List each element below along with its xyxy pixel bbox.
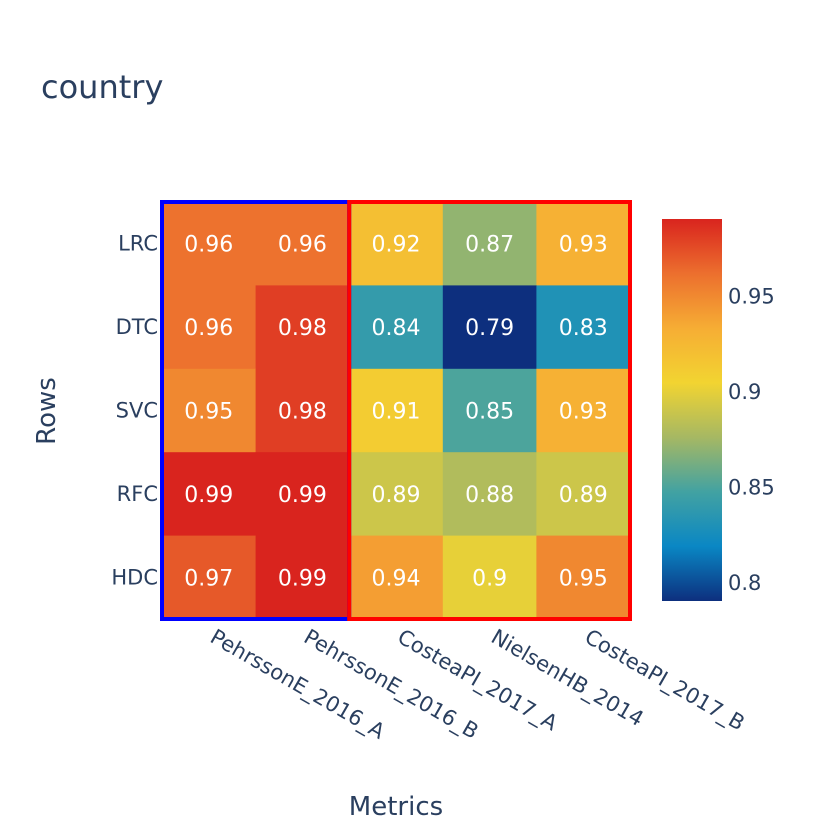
x-axis-title: Metrics <box>349 792 443 822</box>
cell-value-label: 0.95 <box>559 566 608 591</box>
y-tick-label: DTC <box>116 315 158 339</box>
cell-value-label: 0.99 <box>278 566 327 591</box>
heatmap-cell <box>162 285 257 370</box>
heatmap-cell <box>349 535 444 620</box>
colorbar-tick-labels: 0.8 0.85 0.9 0.95 <box>728 284 775 595</box>
colorbar-tick-label: 0.8 <box>728 571 761 595</box>
colorbar-tick-label: 0.9 <box>728 380 761 404</box>
heatmap-cell <box>255 452 350 537</box>
heatmap-cell <box>255 285 350 370</box>
y-tick-label: HDC <box>111 565 158 589</box>
cell-value-label: 0.93 <box>559 233 608 258</box>
cell-value-label: 0.96 <box>184 233 233 258</box>
heatmap-cell <box>349 202 444 286</box>
cell-value-label: 0.87 <box>465 233 514 258</box>
cell-value-label: 0.98 <box>278 400 327 425</box>
cell-value-label: 0.99 <box>278 483 327 508</box>
highlight-boxes <box>160 200 632 621</box>
x-tick-label: NielsenHB_2014 <box>487 625 648 732</box>
heatmap-cell <box>349 368 444 453</box>
heatmap-cell <box>255 202 350 286</box>
chart-title: country <box>41 68 164 106</box>
cell-value-label: 0.84 <box>372 316 421 341</box>
heatmap-cell <box>349 285 444 370</box>
cell-value-label: 0.79 <box>465 316 514 341</box>
heatmap-cell <box>162 368 257 453</box>
heatmap-cell <box>536 535 631 620</box>
heatmap-cell <box>349 452 444 537</box>
cell-value-label: 0.83 <box>559 316 608 341</box>
heatmap-cell <box>255 368 350 453</box>
cell-value-label: 0.91 <box>372 400 421 425</box>
heatmap-cell <box>162 452 257 537</box>
heatmap-cell <box>442 285 537 370</box>
heatmap-cells: 0.96 0.96 0.92 0.87 0.93 0.96 0.98 0.84 0.79 0.83… <box>162 202 631 620</box>
colorbar-tick-label: 0.85 <box>728 475 775 499</box>
cell-value-label: 0.85 <box>465 400 514 425</box>
cell-value-label: 0.96 <box>278 233 327 258</box>
heatmap-cell <box>536 285 631 370</box>
y-axis-title: Rows <box>32 377 62 445</box>
heatmap-cell <box>255 535 350 620</box>
cell-value-label: 0.97 <box>184 566 233 591</box>
cell-value-label: 0.96 <box>184 316 233 341</box>
x-tick-label: PehrssonE_2016_B <box>299 625 482 745</box>
heatmap-cell <box>536 452 631 537</box>
cell-value-label: 0.89 <box>372 483 421 508</box>
cell-value-label: 0.88 <box>465 483 514 508</box>
colorbar-tick-label: 0.95 <box>728 284 775 308</box>
heatmap-cell <box>536 368 631 453</box>
cell-value-label: 0.9 <box>472 566 507 591</box>
cell-value-label: 0.93 <box>559 400 608 425</box>
cell-value-label: 0.92 <box>372 233 421 258</box>
y-tick-label: RFC <box>117 482 158 506</box>
y-tick-label: SVC <box>116 399 158 423</box>
heatmap-cell <box>536 202 631 286</box>
cell-value-label: 0.89 <box>559 483 608 508</box>
x-tick-label: PehrssonE_2016_A <box>206 625 390 745</box>
heatmap-cell <box>442 535 537 620</box>
cell-value-label: 0.99 <box>184 483 233 508</box>
y-tick-label: LRC <box>118 232 158 256</box>
cell-value-label: 0.94 <box>372 566 421 591</box>
x-tick-label: CosteaPI_2017_B <box>580 625 749 737</box>
colorbar <box>662 219 722 601</box>
y-tick-labels: LRC DTC SVC RFC HDC <box>111 232 158 590</box>
heatmap-cell <box>442 202 537 286</box>
cell-value-label: 0.95 <box>184 400 233 425</box>
heatmap-cell <box>442 368 537 453</box>
heatmap-cell <box>442 452 537 537</box>
heatmap-cell <box>162 535 257 620</box>
highlight-box <box>347 200 632 621</box>
heatmap-cell <box>162 202 257 286</box>
cell-value-label: 0.98 <box>278 316 327 341</box>
